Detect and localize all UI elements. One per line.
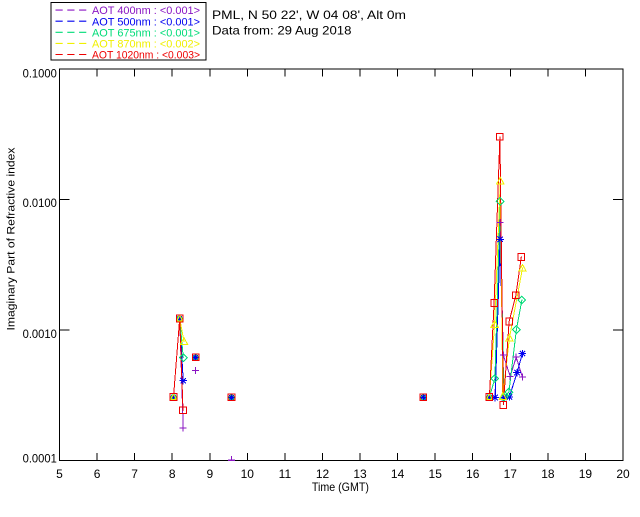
svg-text:9: 9 [206, 467, 213, 481]
svg-text:8: 8 [169, 467, 176, 481]
svg-text:AOT 870nm : <0.002>: AOT 870nm : <0.002> [92, 39, 200, 51]
svg-text:Data from: 29 Aug 2018: Data from: 29 Aug 2018 [212, 24, 352, 38]
svg-text:17: 17 [504, 467, 518, 481]
svg-text:7: 7 [131, 467, 138, 481]
svg-text:19: 19 [579, 467, 593, 481]
svg-text:6: 6 [94, 467, 101, 481]
svg-text:PML, N 50 22', W 04 08', Alt 0: PML, N 50 22', W 04 08', Alt 0m [212, 8, 406, 22]
svg-text:16: 16 [466, 467, 480, 481]
svg-text:0.0100: 0.0100 [23, 196, 58, 210]
svg-text:0.0001: 0.0001 [23, 452, 58, 466]
svg-text:13: 13 [353, 467, 367, 481]
svg-text:0.1000: 0.1000 [23, 67, 58, 81]
svg-text:0.0010: 0.0010 [23, 327, 58, 341]
svg-text:18: 18 [541, 467, 555, 481]
svg-text:10: 10 [241, 467, 255, 481]
svg-text:5: 5 [56, 467, 63, 481]
svg-text:11: 11 [279, 467, 292, 481]
svg-text:AOT 500nm : <0.001>: AOT 500nm : <0.001> [92, 16, 200, 28]
svg-text:Imaginary Part of Refractive i: Imaginary Part of Refractive index [6, 147, 18, 331]
svg-text:AOT 675nm : <0.001>: AOT 675nm : <0.001> [92, 27, 200, 39]
svg-text:14: 14 [391, 467, 405, 481]
svg-text:AOT 400nm : <0.001>: AOT 400nm : <0.001> [92, 5, 200, 17]
svg-text:AOT 1020nm : <0.003>: AOT 1020nm : <0.003> [92, 50, 200, 62]
svg-text:Time (GMT): Time (GMT) [312, 480, 369, 494]
svg-text:15: 15 [429, 467, 443, 481]
svg-text:12: 12 [316, 467, 330, 481]
svg-text:20: 20 [616, 467, 630, 481]
